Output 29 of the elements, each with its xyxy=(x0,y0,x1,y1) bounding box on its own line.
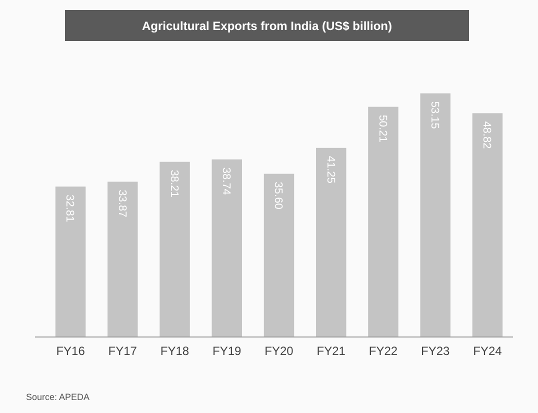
bar xyxy=(264,174,294,337)
x-tick-label: FY16 xyxy=(56,344,86,358)
data-label: 35.60 xyxy=(272,182,284,210)
x-tick-label: FY23 xyxy=(421,344,450,358)
bar xyxy=(108,182,138,337)
bar xyxy=(472,113,503,337)
x-tick-label: FY22 xyxy=(368,344,398,358)
bar xyxy=(160,162,190,337)
data-label: 41.25 xyxy=(324,156,336,184)
data-label: 33.87 xyxy=(116,190,128,218)
x-tick-label: FY17 xyxy=(108,344,138,358)
source-note: Source: APEDA xyxy=(26,392,90,402)
data-label: 32.81 xyxy=(64,194,76,222)
bar xyxy=(368,106,398,337)
data-label: 48.82 xyxy=(480,121,493,149)
x-tick-label: FY18 xyxy=(160,344,190,358)
x-tick-label: FY20 xyxy=(264,344,294,358)
bar xyxy=(316,148,346,337)
x-tick-label: FY24 xyxy=(473,344,502,358)
chart-title: Agricultural Exports from India (US$ billion) xyxy=(142,19,392,34)
data-label: 38.74 xyxy=(220,167,232,195)
data-label: 38.21 xyxy=(168,170,180,198)
data-label: 50.21 xyxy=(376,114,388,142)
bar xyxy=(212,159,242,337)
x-tick-label: FY19 xyxy=(212,344,242,358)
data-label: 53.15 xyxy=(428,101,440,129)
bar xyxy=(420,93,450,337)
x-tick-label: FY21 xyxy=(316,344,346,358)
bar xyxy=(55,186,86,337)
